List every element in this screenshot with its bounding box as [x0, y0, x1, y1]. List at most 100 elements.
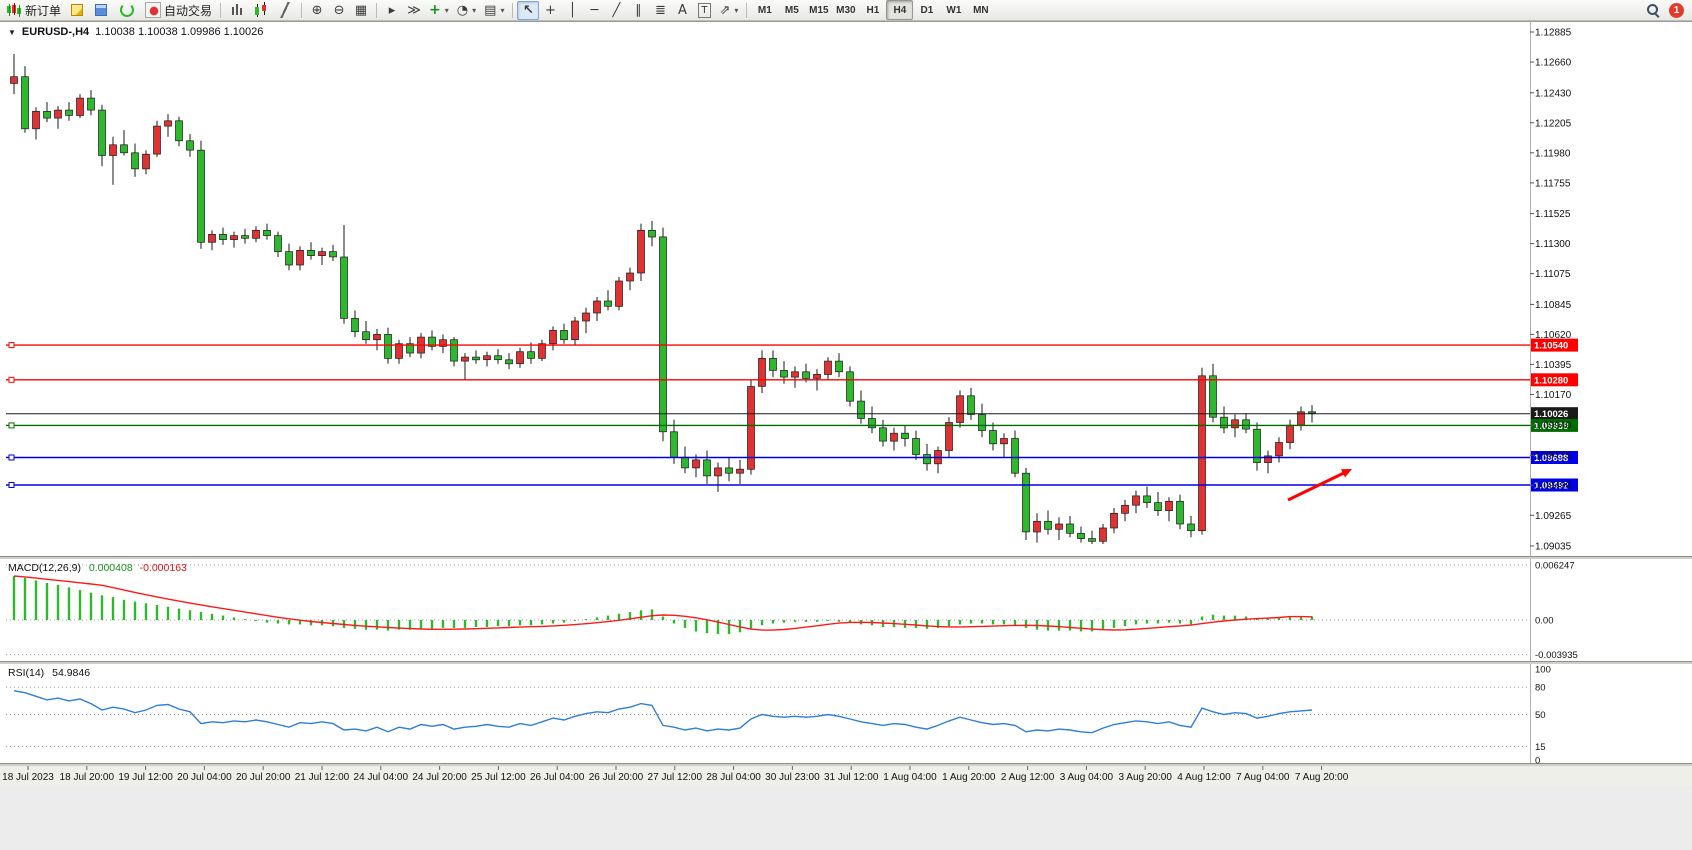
bear-candle — [1308, 411, 1316, 414]
timeframe-m15-button[interactable]: M15 — [809, 4, 829, 16]
autotrading-icon — [145, 2, 162, 18]
time-axis-label: 26 Jul 20:00 — [589, 772, 644, 783]
window-bottom-area — [0, 786, 1692, 850]
separator-macd-rsi[interactable] — [0, 661, 1692, 664]
fibonacci-button[interactable]: ≣ — [649, 1, 671, 20]
candlestick-chart-button[interactable] — [249, 1, 273, 20]
macd-axis-label: -0.003935 — [1535, 650, 1578, 661]
time-axis-strip[interactable] — [0, 766, 1692, 786]
indicators-button[interactable]: + ▾ — [425, 1, 453, 20]
arrows-button[interactable]: ⇗ ▾ — [715, 1, 742, 20]
auto-scroll-button[interactable]: ≫ — [403, 1, 425, 20]
data-window-button[interactable] — [89, 1, 113, 20]
zoom-in-button[interactable]: ⊕ — [306, 1, 328, 20]
bull-candle — [318, 251, 326, 256]
time-axis-label: 26 Jul 04:00 — [530, 772, 585, 783]
arrow-shaft — [1287, 469, 1349, 502]
bull-candle — [637, 229, 645, 274]
time-axis[interactable]: 18 Jul 2023 18 Jul 20:00 19 Jul 12:00 20 Ju… — [2, 766, 1349, 783]
text-label-button[interactable]: T — [693, 1, 715, 20]
timeframe-h1-button[interactable]: H1 — [866, 4, 880, 16]
tile-windows-button[interactable]: ▦ — [350, 1, 372, 20]
price-axis-label: 1.12885 — [1535, 28, 1572, 39]
channel-button[interactable]: ∥ — [627, 1, 649, 20]
new-order-button[interactable]: 新订单 — [2, 1, 65, 20]
bear-candle — [1209, 375, 1217, 418]
text-button[interactable]: A — [671, 1, 693, 20]
timeframe-m5-button[interactable]: M5 — [784, 4, 799, 16]
timeframe-mn-button[interactable]: MN — [973, 4, 989, 16]
bear-candle — [285, 251, 293, 266]
timeframe-m1-button[interactable]: M1 — [757, 4, 772, 16]
timeframe-w1-button[interactable]: W1 — [946, 4, 962, 16]
bear-candle — [21, 76, 29, 130]
templates-icon: ▤ — [484, 2, 497, 18]
rsi-axis-label: 100 — [1535, 665, 1551, 676]
bull-candle — [142, 153, 150, 170]
line-handle[interactable] — [8, 376, 15, 383]
autotrading-button[interactable]: 自动交易 — [141, 1, 216, 20]
zoom-out-button[interactable]: ⊖ — [328, 1, 350, 20]
timeframe-h4-button[interactable]: H4 — [886, 0, 914, 20]
bar-chart-button[interactable] — [225, 1, 249, 20]
rsi-axis-label: 50 — [1535, 710, 1546, 721]
bull-candle — [1165, 500, 1173, 511]
horizontal-line-button[interactable]: ─ — [583, 1, 605, 20]
bull-candle — [615, 280, 623, 307]
bear-candle — [351, 318, 359, 333]
bear-candle — [494, 355, 502, 361]
toolbar-right: 1 — [1645, 2, 1690, 18]
time-axis-label: 18 Jul 2023 — [2, 772, 54, 783]
line-handle[interactable] — [8, 454, 15, 461]
refresh-button[interactable] — [113, 1, 141, 20]
bear-candle — [274, 235, 282, 252]
bear-candle — [186, 140, 194, 151]
line-chart-button[interactable] — [273, 1, 297, 20]
metaeditor-button[interactable] — [65, 1, 89, 20]
rsi-indicator-label: RSI(14) 54.9846 — [8, 667, 90, 679]
bear-candle — [1088, 538, 1096, 542]
vertical-line-button[interactable]: │ — [561, 1, 583, 20]
trendline-button[interactable]: ╱ — [605, 1, 627, 20]
tile-windows-icon: ▦ — [354, 2, 368, 18]
time-axis-label: 7 Aug 20:00 — [1295, 772, 1349, 783]
trend-arrow-annotation[interactable] — [1287, 469, 1352, 502]
search-icon[interactable] — [1645, 2, 1661, 18]
zoom-out-icon: ⊖ — [333, 2, 345, 18]
price-tag-value: 1.09938 — [1534, 421, 1568, 432]
price-axis[interactable]: 1.12885 1.12660 1.12430 1.12205 1.11980 1.117… — [1530, 28, 1572, 553]
macd-signal-value: -0.000163 — [139, 562, 187, 574]
separator-price-macd[interactable] — [0, 556, 1692, 559]
line-handle[interactable] — [8, 342, 15, 349]
bear-candle — [670, 431, 678, 458]
crosshair-button[interactable]: + — [539, 1, 561, 20]
chart-shift-icon: ▸ — [388, 2, 396, 18]
chart-shift-button[interactable]: ▸ — [381, 1, 403, 20]
time-axis-label: 24 Jul 20:00 — [412, 772, 467, 783]
time-axis-label: 7 Aug 04:00 — [1236, 772, 1290, 783]
timeframe-d1-button[interactable]: D1 — [920, 4, 934, 16]
line-handle[interactable] — [8, 482, 15, 488]
cursor-button[interactable]: ↖ — [517, 0, 540, 20]
vertical-line-icon: │ — [568, 2, 577, 18]
bear-candle — [428, 336, 436, 347]
timeframe-m30-button[interactable]: M30 — [836, 4, 856, 16]
bear-candle — [65, 109, 73, 116]
price-axis-label: 1.12660 — [1535, 58, 1572, 69]
bull-candle — [538, 343, 546, 359]
bull-candle — [1264, 455, 1272, 463]
arrow-head — [1341, 469, 1352, 478]
notification-badge[interactable]: 1 — [1669, 2, 1684, 18]
zoom-in-icon: ⊕ — [311, 2, 323, 18]
separator-rsi-time[interactable] — [0, 763, 1692, 766]
periods-button[interactable]: ◔ ▾ — [453, 1, 480, 20]
bear-candle — [780, 370, 788, 378]
bear-candle — [197, 149, 205, 243]
templates-button[interactable]: ▤ ▾ — [480, 1, 508, 20]
line-handle[interactable] — [8, 422, 15, 429]
indicators-icon: + — [429, 1, 441, 18]
toolbar-separator — [220, 2, 222, 18]
rsi-axis-label: 80 — [1535, 683, 1546, 694]
price-tag-value: 1.10026 — [1534, 409, 1568, 420]
one-click-collapse-icon[interactable] — [8, 26, 16, 38]
